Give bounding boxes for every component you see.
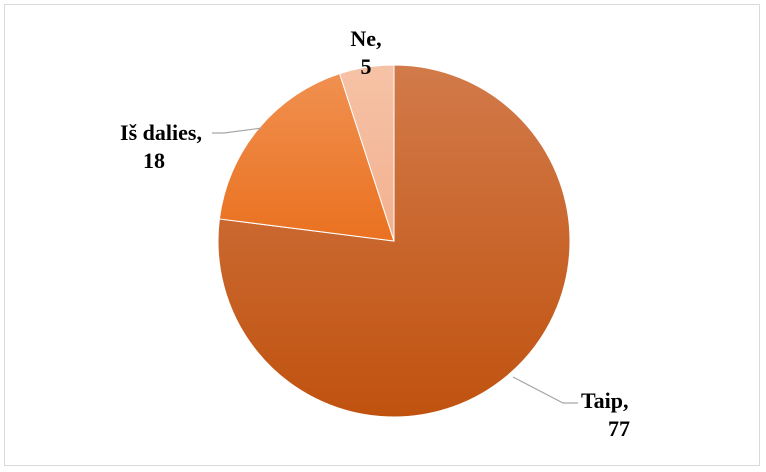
leader-line-taip <box>512 376 578 404</box>
slice-value-taip: 77 <box>608 416 630 441</box>
pie-slice-taip <box>217 64 571 418</box>
slice-label-ne: Ne, <box>350 26 381 51</box>
slice-label-is-dalies: Iš dalies, <box>120 120 202 145</box>
leader-line-is-dalies <box>212 127 263 134</box>
slice-value-ne: 5 <box>361 54 372 79</box>
pie-slice-ne <box>338 64 395 242</box>
slice-label-taip: Taip, <box>581 388 629 413</box>
slice-value-is-dalies: 18 <box>143 148 165 173</box>
